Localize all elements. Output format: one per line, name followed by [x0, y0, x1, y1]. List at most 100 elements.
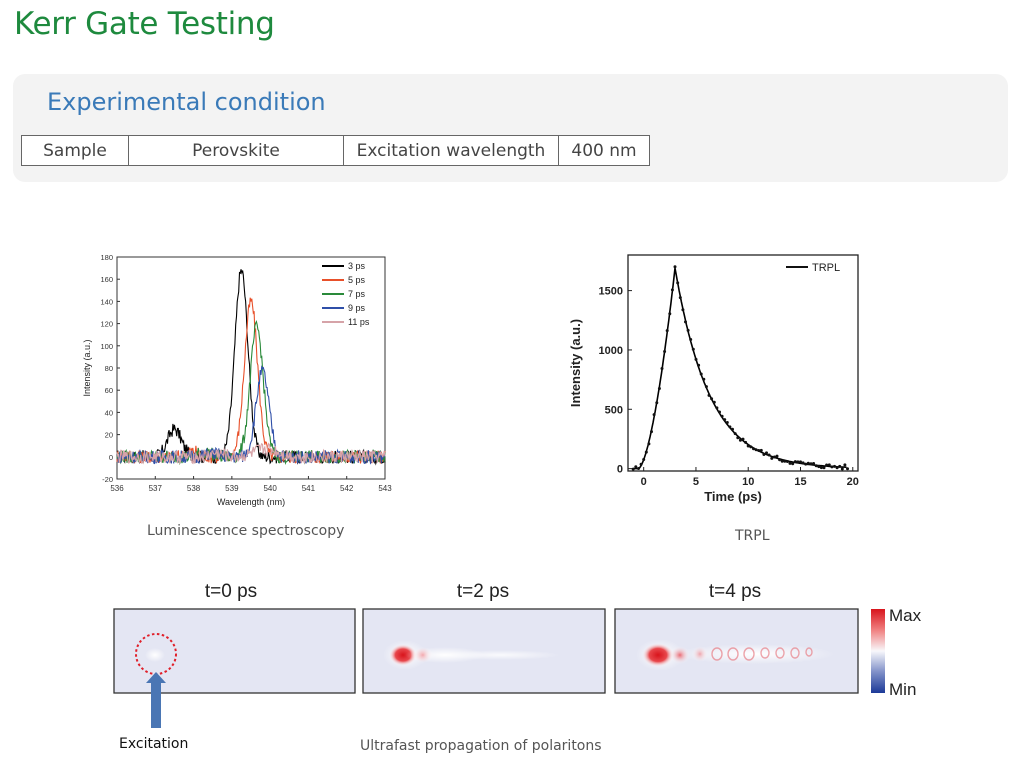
y-tick-label: 140: [100, 297, 113, 306]
trpl-caption: TRPL: [735, 528, 770, 544]
trpl-data-point: [639, 462, 643, 466]
trpl-data-point: [846, 467, 849, 471]
x-tick-label: 540: [263, 484, 277, 493]
table-row: Sample Perovskite Excitation wavelength …: [21, 135, 650, 166]
trpl-data-point: [744, 440, 748, 444]
y-tick-label: 40: [105, 408, 113, 417]
trpl-data-point: [647, 442, 651, 446]
trpl-data-point: [686, 328, 690, 332]
trpl-chart: 0 5 10 15 20 0 500 1000 1500 Time (ps) Intensity (…: [568, 254, 859, 504]
trpl-data-point: [694, 357, 698, 361]
trpl-data-point: [806, 461, 810, 465]
trpl-data-point: [825, 463, 829, 467]
trpl-data-point: [655, 401, 659, 405]
trpl-data-point: [712, 400, 716, 404]
trpl-data-point: [665, 329, 669, 333]
trpl-data-point: [752, 447, 755, 451]
trpl-data-point: [676, 281, 680, 285]
trpl-data-point: [791, 462, 795, 466]
x-axis-label: Time (ps): [704, 489, 762, 504]
trpl-data-point: [780, 459, 784, 463]
excitation-arrow-icon: [146, 672, 166, 683]
trpl-data-point: [762, 453, 766, 456]
page-title: Kerr Gate Testing: [14, 6, 275, 42]
y-tick-label: 20: [105, 431, 113, 440]
trpl-data-point: [642, 458, 646, 461]
x-tick-label: 541: [302, 484, 316, 493]
trpl-data-point: [663, 350, 667, 353]
excitation-value-cell: 400 nm: [558, 135, 650, 166]
trpl-data-point: [754, 448, 758, 452]
x-tick-label: 5: [693, 476, 699, 488]
sample-label-cell: Sample: [21, 135, 129, 166]
trpl-data-point: [783, 459, 787, 463]
trpl-data-point: [728, 425, 732, 429]
x-axis-label: Wavelength (nm): [217, 497, 285, 507]
y-tick-label: -20: [102, 475, 113, 484]
trpl-data-point: [804, 462, 808, 466]
sample-value-cell: Perovskite: [128, 135, 344, 166]
trpl-data-point: [775, 454, 779, 458]
x-tick-label: 539: [225, 484, 239, 493]
legend-label: 9 ps: [348, 303, 366, 313]
y-axis-label: Intensity (a.u.): [568, 319, 583, 407]
trpl-data-point: [725, 421, 729, 424]
excitation-arrow-shaft: [151, 680, 161, 728]
legend-label: TRPL: [812, 262, 840, 274]
polariton-rings: [711, 647, 813, 661]
colorbar-max-label: Max: [889, 606, 922, 625]
trpl-data-point: [838, 464, 842, 468]
trpl-data-point: [799, 460, 802, 464]
panel-title-0: t=0 ps: [205, 581, 257, 602]
x-tick-label: 10: [742, 476, 754, 488]
trpl-data-point: [809, 462, 813, 466]
x-tick-label: 15: [794, 476, 806, 488]
excitation-label-cell: Excitation wavelength: [343, 135, 559, 166]
y-tick-label: 160: [100, 275, 113, 284]
panel-title-2: t=4 ps: [709, 581, 761, 602]
trpl-data-point: [718, 410, 721, 414]
trpl-data-point: [670, 288, 674, 292]
x-tick-label: 537: [149, 484, 163, 493]
trpl-data-point: [720, 414, 724, 418]
polariton-blob: [389, 644, 417, 666]
polariton-tail: [440, 650, 560, 660]
colorbar: [871, 609, 885, 693]
trpl-data-point: [812, 462, 816, 465]
trpl-data-point: [840, 467, 844, 471]
trpl-data-point: [678, 296, 682, 300]
series-line-9-ps: [116, 365, 386, 465]
luminescence-caption: Luminescence spectroscopy: [147, 523, 345, 539]
plot-frame: [627, 254, 859, 472]
trpl-data-point: [644, 450, 648, 454]
trpl-data-point: [835, 466, 839, 470]
trpl-data-point: [778, 458, 782, 462]
trpl-data-point: [660, 367, 664, 370]
legend-label: 3 ps: [348, 261, 366, 271]
trpl-data-point: [843, 463, 847, 467]
legend-label: 5 ps: [348, 275, 366, 285]
y-tick-label: 1000: [599, 345, 623, 357]
trpl-data-point: [731, 427, 734, 431]
x-tick-label: 542: [340, 484, 354, 493]
series-line-3-ps: [116, 269, 386, 466]
trpl-data-point: [652, 413, 656, 417]
series-line-5-ps: [116, 297, 386, 465]
trpl-data-point: [704, 385, 708, 389]
excitation-spot: [145, 648, 165, 662]
trpl-fit-line: [633, 267, 847, 470]
trpl-data-point: [697, 363, 701, 367]
trpl-data-point: [819, 466, 823, 470]
trpl-data-point: [785, 460, 789, 463]
trpl-data-point: [699, 372, 703, 376]
trpl-data-point: [741, 437, 745, 441]
trpl-data-point: [736, 436, 740, 440]
trpl-data-point: [746, 444, 750, 448]
trpl-data-point: [668, 312, 672, 316]
x-tick-label: 538: [187, 484, 201, 493]
trpl-data-point: [796, 460, 800, 464]
x-tick-label: 536: [110, 484, 124, 493]
trpl-data-point: [833, 464, 836, 468]
y-tick-label: 180: [100, 253, 113, 262]
y-axis-label: Intensity (a.u.): [82, 339, 92, 396]
